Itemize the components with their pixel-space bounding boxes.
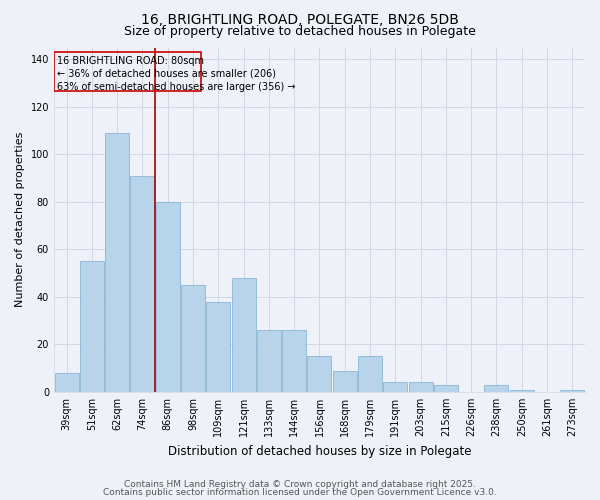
Text: 16, BRIGHTLING ROAD, POLEGATE, BN26 5DB: 16, BRIGHTLING ROAD, POLEGATE, BN26 5DB xyxy=(141,12,459,26)
Y-axis label: Number of detached properties: Number of detached properties xyxy=(15,132,25,308)
Bar xyxy=(333,370,357,392)
Bar xyxy=(434,385,458,392)
Bar xyxy=(130,176,154,392)
Bar xyxy=(282,330,306,392)
Text: Contains public sector information licensed under the Open Government Licence v3: Contains public sector information licen… xyxy=(103,488,497,497)
Bar xyxy=(307,356,331,392)
Text: Contains HM Land Registry data © Crown copyright and database right 2025.: Contains HM Land Registry data © Crown c… xyxy=(124,480,476,489)
X-axis label: Distribution of detached houses by size in Polegate: Distribution of detached houses by size … xyxy=(168,444,471,458)
Bar xyxy=(484,385,508,392)
Text: ← 36% of detached houses are smaller (206): ← 36% of detached houses are smaller (20… xyxy=(58,69,277,79)
Bar xyxy=(409,382,433,392)
Text: Size of property relative to detached houses in Polegate: Size of property relative to detached ho… xyxy=(124,25,476,38)
Bar xyxy=(510,390,534,392)
Bar xyxy=(358,356,382,392)
Bar xyxy=(257,330,281,392)
Bar xyxy=(383,382,407,392)
Bar xyxy=(206,302,230,392)
Text: 16 BRIGHTLING ROAD: 80sqm: 16 BRIGHTLING ROAD: 80sqm xyxy=(58,56,205,66)
Bar xyxy=(181,285,205,392)
Bar xyxy=(232,278,256,392)
Bar xyxy=(105,133,129,392)
Bar xyxy=(80,262,104,392)
Bar xyxy=(560,390,584,392)
Bar xyxy=(55,373,79,392)
Bar xyxy=(55,52,200,92)
Bar xyxy=(156,202,180,392)
Text: 63% of semi-detached houses are larger (356) →: 63% of semi-detached houses are larger (… xyxy=(58,82,296,92)
